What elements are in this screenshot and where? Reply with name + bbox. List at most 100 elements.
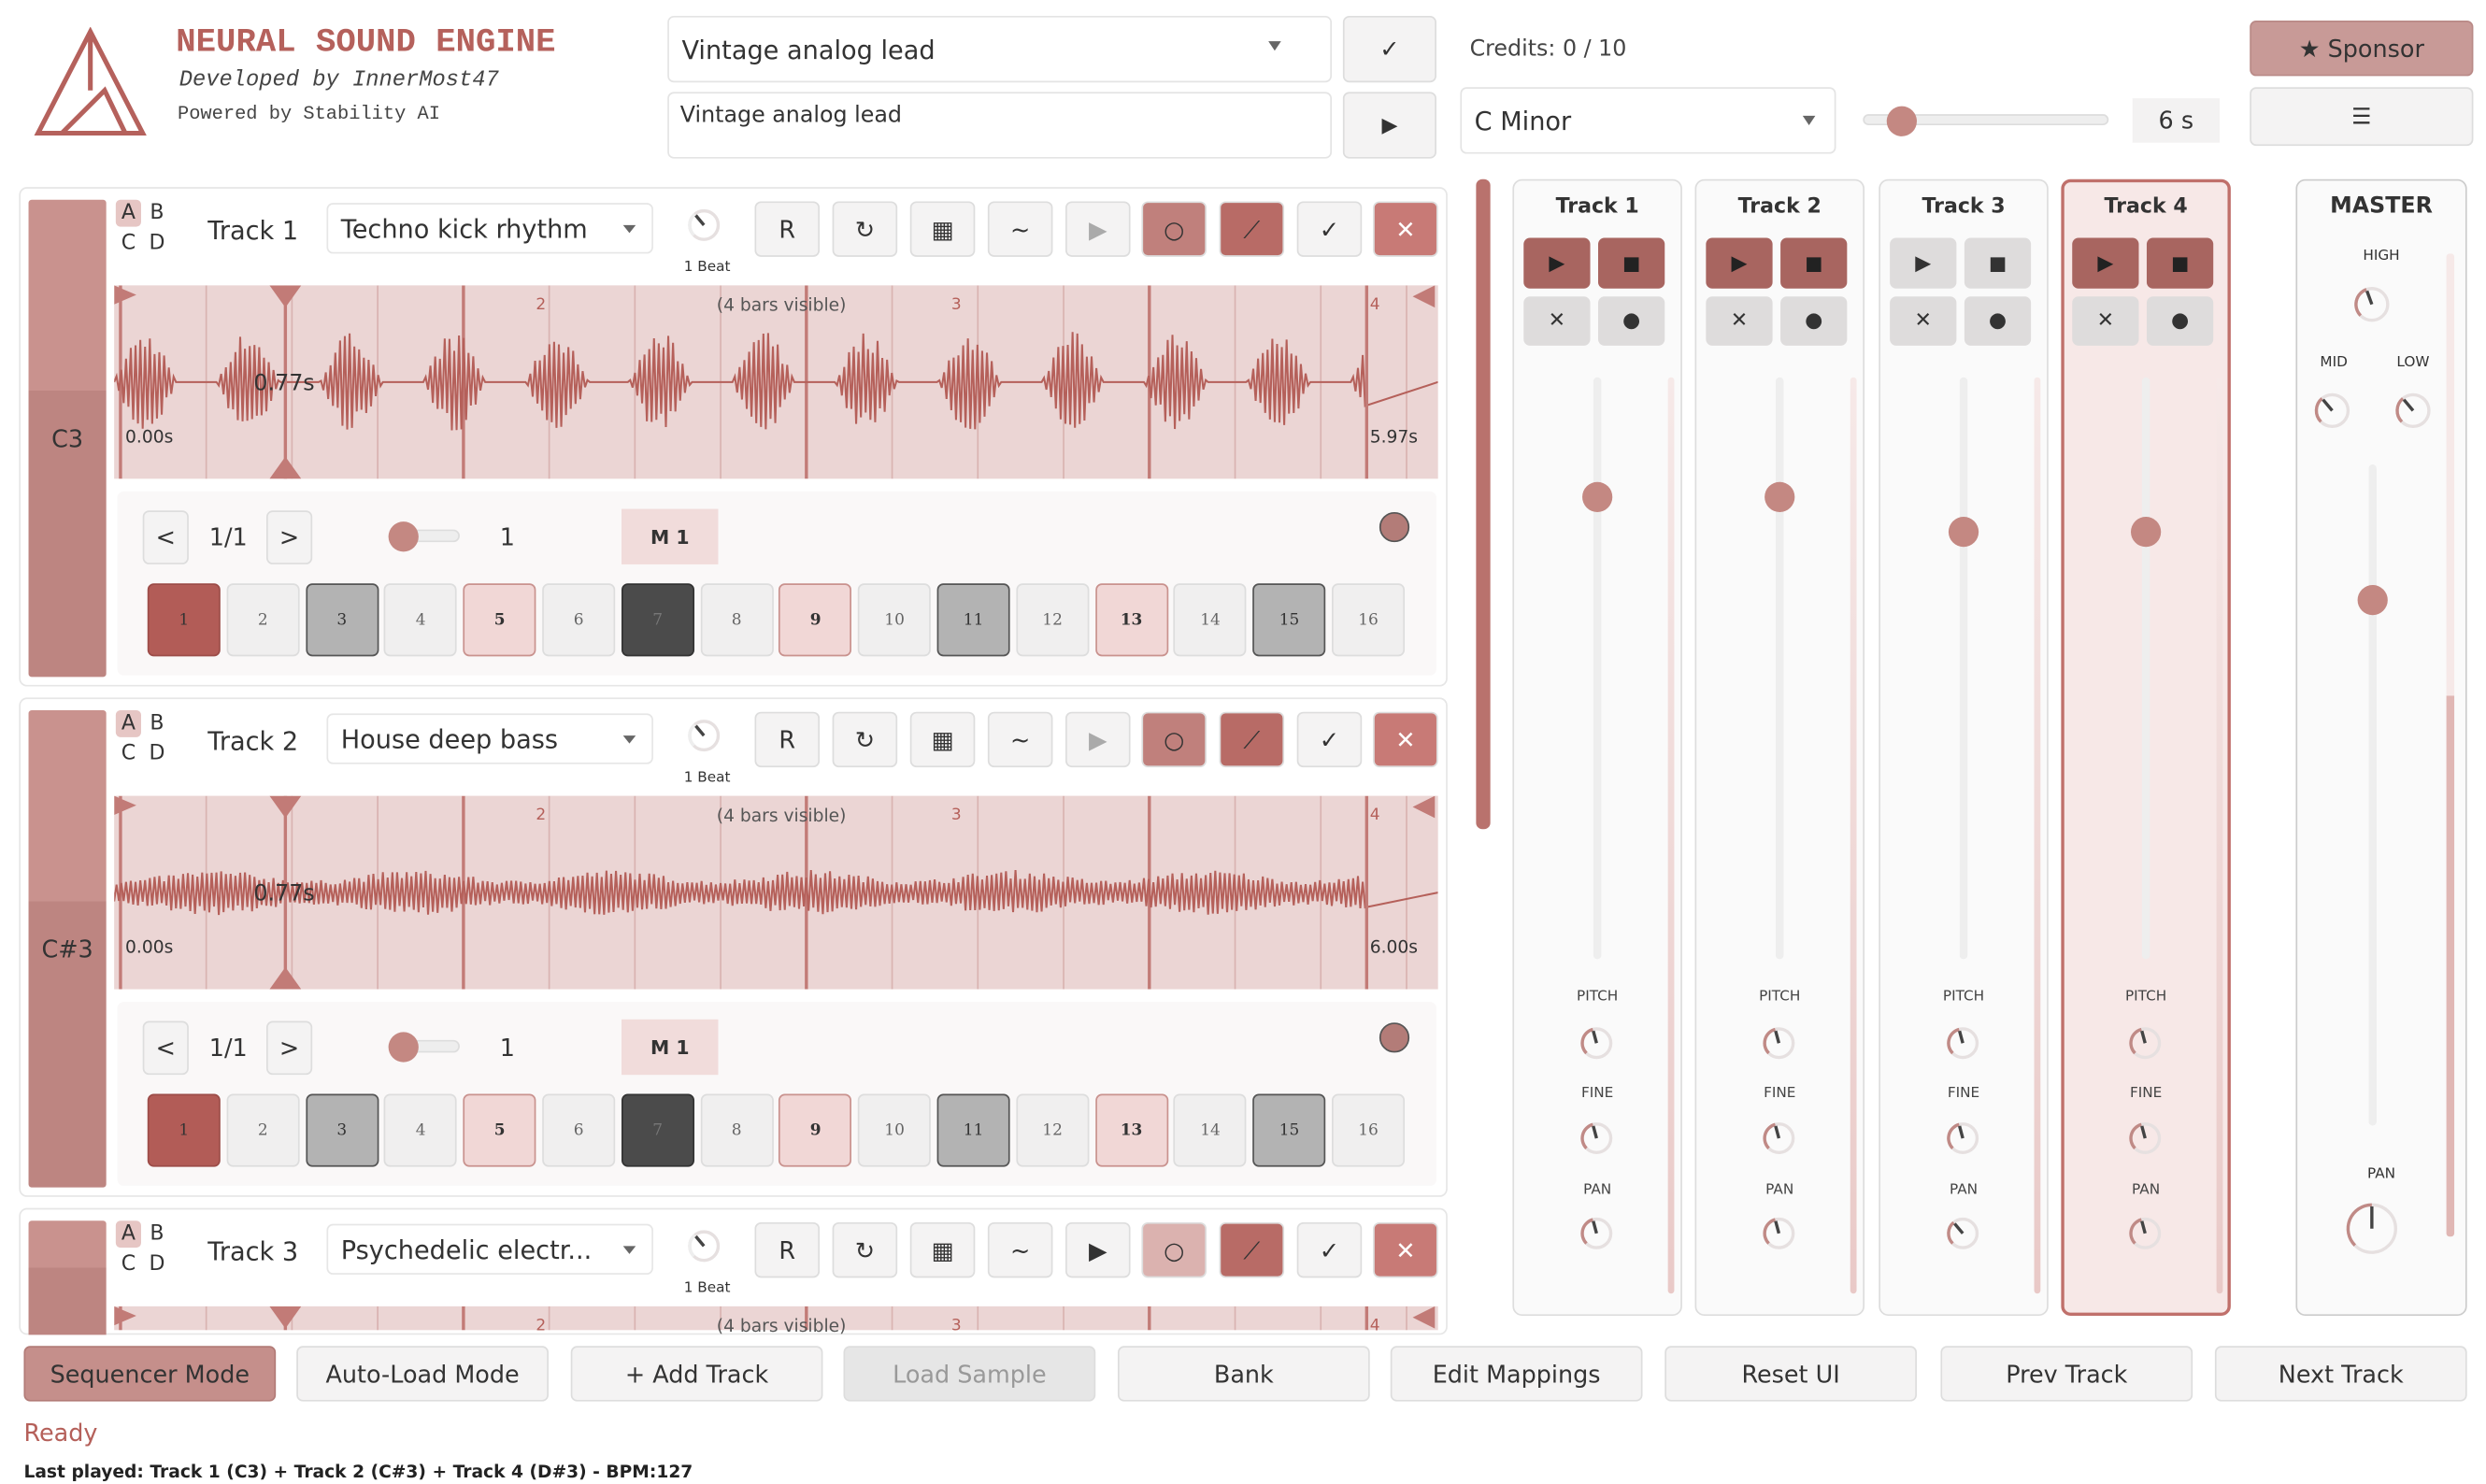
slot-button[interactable]: B bbox=[150, 711, 164, 736]
preset-select[interactable]: Psychedelic electr... bbox=[326, 1223, 653, 1275]
pan-knob[interactable] bbox=[2345, 1202, 2399, 1256]
slot-button[interactable]: D bbox=[149, 741, 165, 766]
menu-button[interactable]: ☰ bbox=[2250, 87, 2474, 147]
channel-button[interactable]: ■ bbox=[2146, 237, 2214, 289]
step-button[interactable]: 10 bbox=[858, 583, 932, 657]
track-tool-button[interactable]: ✓ bbox=[1296, 1221, 1363, 1278]
duration-slider-thumb[interactable] bbox=[1886, 106, 1917, 136]
step-button[interactable]: 4 bbox=[384, 1093, 458, 1167]
page-prev[interactable]: < bbox=[142, 1020, 189, 1076]
step-button[interactable]: 3 bbox=[305, 583, 379, 657]
step-button[interactable]: 2 bbox=[226, 1093, 300, 1167]
page-prev[interactable]: < bbox=[142, 510, 189, 564]
step-button[interactable]: 13 bbox=[1094, 583, 1168, 657]
channel-button[interactable]: ■ bbox=[1780, 237, 1848, 289]
channel-button[interactable]: ● bbox=[2146, 296, 2214, 346]
track-tool-button[interactable]: ↻ bbox=[832, 201, 898, 257]
track-tool-button[interactable]: ⟋ bbox=[1219, 1221, 1285, 1278]
step-button[interactable]: 1 bbox=[147, 1093, 221, 1167]
step-button[interactable]: 16 bbox=[1332, 583, 1406, 657]
track-tool-button[interactable]: ▶ bbox=[1065, 1221, 1131, 1278]
channel-button[interactable]: ▶ bbox=[1890, 237, 1957, 289]
key-select[interactable]: C Minor bbox=[1460, 87, 1836, 154]
fader-thumb[interactable] bbox=[1764, 481, 1795, 512]
track-tool-button[interactable]: ▦ bbox=[909, 201, 976, 257]
channel-knob[interactable] bbox=[1579, 1216, 1614, 1250]
step-button[interactable]: 1 bbox=[147, 583, 221, 657]
slot-button[interactable]: A bbox=[115, 710, 141, 737]
channel-button[interactable]: ● bbox=[1964, 296, 2032, 346]
step-button[interactable]: 5 bbox=[463, 583, 536, 657]
sponsor-button[interactable]: ★ Sponsor bbox=[2250, 21, 2474, 77]
channel-button[interactable]: ▶ bbox=[2072, 237, 2139, 289]
mode-badge[interactable]: M 1 bbox=[622, 508, 719, 564]
channel-knob[interactable] bbox=[1762, 1026, 1796, 1061]
channel-knob[interactable] bbox=[1946, 1120, 1980, 1155]
eq-knob[interactable] bbox=[2313, 392, 2351, 430]
channel-knob[interactable] bbox=[2128, 1216, 2163, 1250]
channel-button[interactable]: ● bbox=[1598, 296, 1665, 346]
step-button[interactable]: 12 bbox=[1016, 1093, 1090, 1167]
step-button[interactable]: 7 bbox=[621, 583, 694, 657]
footer-button[interactable]: Bank bbox=[1117, 1346, 1370, 1402]
mode-badge[interactable]: M 1 bbox=[622, 1019, 719, 1076]
step-button[interactable]: 15 bbox=[1252, 583, 1326, 657]
track-tool-button[interactable]: ○ bbox=[1141, 201, 1207, 257]
fader-thumb[interactable] bbox=[2131, 517, 2162, 548]
step-button[interactable]: 11 bbox=[936, 1093, 1010, 1167]
track-tool-button[interactable]: ✓ bbox=[1296, 711, 1363, 768]
beat-knob[interactable] bbox=[687, 718, 722, 752]
step-button[interactable]: 14 bbox=[1174, 1093, 1248, 1167]
slot-button[interactable]: C bbox=[121, 1252, 136, 1277]
step-slider-thumb[interactable] bbox=[388, 521, 419, 552]
channel-button[interactable]: ■ bbox=[1964, 237, 2032, 289]
step-button[interactable]: 3 bbox=[305, 1093, 379, 1167]
track-tool-button[interactable]: ○ bbox=[1141, 1221, 1207, 1278]
track-tool-button[interactable]: ⟋ bbox=[1219, 711, 1285, 768]
channel-knob[interactable] bbox=[1579, 1026, 1614, 1061]
track-tool-button[interactable]: ✓ bbox=[1296, 201, 1363, 257]
slot-button[interactable]: A bbox=[115, 1220, 141, 1249]
channel-button[interactable]: ✕ bbox=[1890, 296, 1957, 346]
track-tool-button[interactable]: ~ bbox=[987, 711, 1053, 768]
channel-button[interactable]: ▶ bbox=[1523, 237, 1591, 289]
step-button[interactable]: 6 bbox=[542, 1093, 616, 1167]
track-tool-button[interactable]: ~ bbox=[987, 201, 1053, 257]
track-tool-button[interactable]: ✕ bbox=[1373, 201, 1438, 257]
slot-button[interactable]: B bbox=[150, 1221, 164, 1247]
page-next[interactable]: > bbox=[266, 510, 313, 564]
footer-button[interactable]: Auto-Load Mode bbox=[296, 1346, 549, 1402]
track-tool-button[interactable]: ✕ bbox=[1373, 711, 1438, 768]
step-button[interactable]: 9 bbox=[779, 1093, 852, 1167]
step-button[interactable]: 12 bbox=[1016, 583, 1090, 657]
track-tool-button[interactable]: ▶ bbox=[1065, 201, 1131, 257]
channel-button[interactable]: ✕ bbox=[1706, 296, 1773, 346]
fader-thumb[interactable] bbox=[1582, 481, 1613, 512]
channel-button[interactable]: ■ bbox=[1598, 237, 1665, 289]
confirm-button[interactable]: ✓ bbox=[1342, 15, 1436, 83]
track-tool-button[interactable]: ~ bbox=[987, 1221, 1053, 1278]
track-tool-button[interactable]: ⟋ bbox=[1219, 201, 1285, 257]
slot-button[interactable]: A bbox=[115, 199, 141, 227]
track-tool-button[interactable]: R bbox=[754, 1221, 821, 1278]
channel-button[interactable]: ✕ bbox=[1523, 296, 1591, 346]
channel-knob[interactable] bbox=[2128, 1026, 2163, 1061]
step-button[interactable]: 7 bbox=[621, 1093, 694, 1167]
preset-select[interactable]: House deep bass bbox=[326, 713, 653, 764]
track-tool-button[interactable]: ▦ bbox=[909, 1221, 976, 1278]
track-tool-button[interactable]: R bbox=[754, 201, 821, 257]
track-tool-button[interactable]: ↻ bbox=[832, 711, 898, 768]
play-button[interactable]: ▶ bbox=[1342, 92, 1436, 159]
channel-knob[interactable] bbox=[2128, 1120, 2163, 1155]
step-button[interactable]: 4 bbox=[384, 583, 458, 657]
step-button[interactable]: 13 bbox=[1094, 1093, 1168, 1167]
track-tool-button[interactable]: ▦ bbox=[909, 711, 976, 768]
track-tool-button[interactable]: ✕ bbox=[1373, 1221, 1438, 1278]
step-button[interactable]: 2 bbox=[226, 583, 300, 657]
step-button[interactable]: 10 bbox=[858, 1093, 932, 1167]
step-button[interactable]: 5 bbox=[463, 1093, 536, 1167]
channel-button[interactable]: ✕ bbox=[2072, 296, 2139, 346]
beat-knob[interactable] bbox=[687, 207, 722, 242]
preset-select[interactable]: Techno kick rhythm bbox=[326, 203, 653, 254]
track-tool-button[interactable]: ▶ bbox=[1065, 711, 1131, 768]
